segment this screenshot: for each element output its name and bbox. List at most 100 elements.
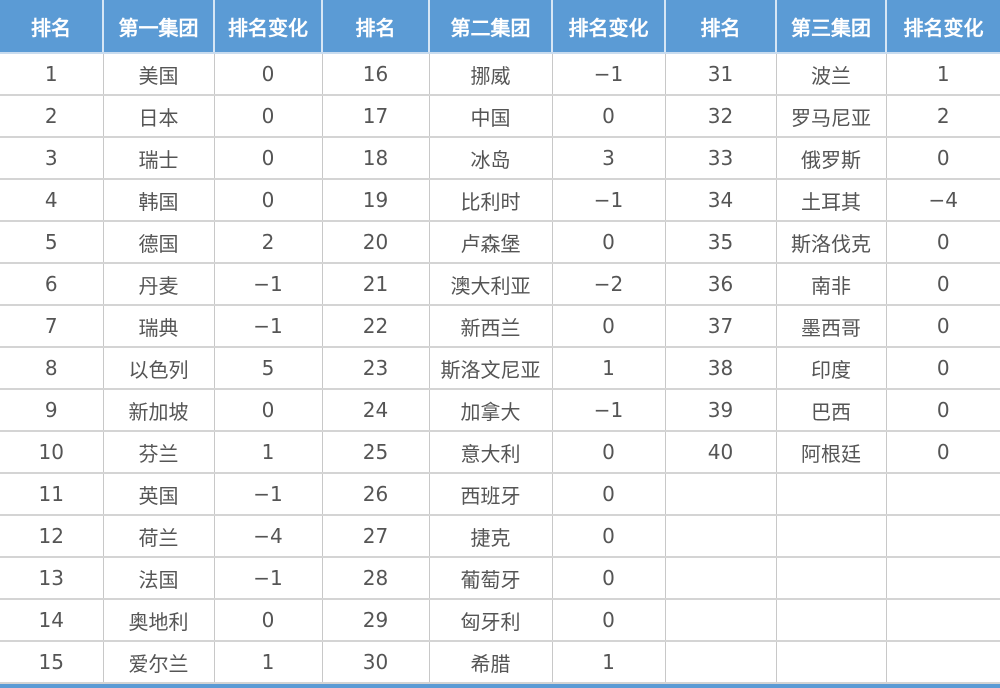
table-cell: 11	[0, 473, 103, 516]
column-header: 排名变化	[213, 0, 322, 54]
table-cell: 斯洛伐克	[775, 221, 886, 264]
table-cell: 葡萄牙	[428, 557, 552, 600]
table-cell	[775, 473, 886, 516]
table-cell: 匈牙利	[428, 599, 552, 642]
table-row: 8 以色列 5 23 斯洛文尼亚 1 38 印度 0	[0, 347, 1000, 390]
table-cell: 0	[551, 221, 665, 264]
table-cell: 0	[213, 179, 322, 222]
table-cell: 0	[885, 389, 1000, 432]
table-cell: 挪威	[428, 53, 552, 96]
table-cell: 5	[0, 221, 103, 264]
column-header: 排名	[664, 0, 776, 54]
table-row: 11 英国 −1 26 西班牙 0	[0, 473, 1000, 516]
table-cell: 奥地利	[102, 599, 214, 642]
table-cell: 意大利	[428, 431, 552, 474]
table-cell: 36	[664, 263, 776, 306]
table-cell	[775, 641, 886, 684]
table-cell: 37	[664, 305, 776, 348]
table-cell: −1	[213, 263, 322, 306]
table-cell: 33	[664, 137, 776, 180]
table-row: 1 美国 0 16 挪威 −1 31 波兰 1	[0, 53, 1000, 96]
table-cell: 0	[885, 347, 1000, 390]
table-cell: 17	[321, 95, 429, 138]
table-cell: 0	[551, 473, 665, 516]
table-cell: 0	[885, 137, 1000, 180]
table-cell: −1	[213, 557, 322, 600]
table-cell	[664, 515, 776, 558]
table-cell: 1	[213, 431, 322, 474]
table-cell: 13	[0, 557, 103, 600]
table-row: 7 瑞典 −1 22 新西兰 0 37 墨西哥 0	[0, 305, 1000, 348]
table-cell: 荷兰	[102, 515, 214, 558]
table-cell: 8	[0, 347, 103, 390]
table-cell: 15	[0, 641, 103, 684]
table-row: 3 瑞士 0 18 冰岛 3 33 俄罗斯 0	[0, 137, 1000, 180]
table-cell: 0	[213, 53, 322, 96]
table-cell: 35	[664, 221, 776, 264]
table-cell: 新加坡	[102, 389, 214, 432]
column-header: 第二集团	[428, 0, 552, 54]
table-cell: 2	[213, 221, 322, 264]
table-cell: 0	[213, 137, 322, 180]
table-cell: 30	[321, 641, 429, 684]
table-cell	[775, 599, 886, 642]
table-cell: 0	[551, 431, 665, 474]
table-cell: 3	[0, 137, 103, 180]
table-cell: 26	[321, 473, 429, 516]
table-cell: 27	[321, 515, 429, 558]
table-cell	[664, 599, 776, 642]
table-cell: 1	[885, 53, 1000, 96]
column-header: 排名	[0, 0, 103, 54]
table-cell: 日本	[102, 95, 214, 138]
table-cell: 0	[885, 263, 1000, 306]
table-row: 6 丹麦 −1 21 澳大利亚 −2 36 南非 0	[0, 263, 1000, 306]
table-cell: 29	[321, 599, 429, 642]
table-cell: 14	[0, 599, 103, 642]
table-cell: 31	[664, 53, 776, 96]
table-cell: 波兰	[775, 53, 886, 96]
table-cell: 38	[664, 347, 776, 390]
table-cell: 23	[321, 347, 429, 390]
table-cell: 芬兰	[102, 431, 214, 474]
table-cell: −2	[551, 263, 665, 306]
table-cell: 2	[885, 95, 1000, 138]
table-cell: 3	[551, 137, 665, 180]
column-header: 第三集团	[775, 0, 886, 54]
table-cell: 0	[885, 431, 1000, 474]
table-cell: 1	[213, 641, 322, 684]
table-cell: 英国	[102, 473, 214, 516]
table-cell: 1	[551, 641, 665, 684]
table-cell: −1	[551, 179, 665, 222]
table-cell: 西班牙	[428, 473, 552, 516]
table-cell: 德国	[102, 221, 214, 264]
table-cell: 24	[321, 389, 429, 432]
table-cell	[664, 557, 776, 600]
table-cell: 32	[664, 95, 776, 138]
table-cell: 7	[0, 305, 103, 348]
table-row: 15 爱尔兰 1 30 希腊 1	[0, 641, 1000, 684]
table-cell: 瑞士	[102, 137, 214, 180]
table-cell: 韩国	[102, 179, 214, 222]
table-cell: 40	[664, 431, 776, 474]
table-cell: 12	[0, 515, 103, 558]
table-row: 14 奥地利 0 29 匈牙利 0	[0, 599, 1000, 642]
table-cell: 9	[0, 389, 103, 432]
table-cell	[664, 473, 776, 516]
table-cell: 0	[213, 389, 322, 432]
table-cell: 以色列	[102, 347, 214, 390]
table-cell: 美国	[102, 53, 214, 96]
table-cell: −4	[885, 179, 1000, 222]
table-cell: −1	[551, 389, 665, 432]
table-cell: −1	[213, 305, 322, 348]
table-cell: 中国	[428, 95, 552, 138]
table-cell: 加拿大	[428, 389, 552, 432]
table-cell: 阿根廷	[775, 431, 886, 474]
table-bottom-bar	[0, 684, 1000, 688]
table-row: 2 日本 0 17 中国 0 32 罗马尼亚 2	[0, 95, 1000, 138]
table-cell: 0	[551, 95, 665, 138]
table-cell: 25	[321, 431, 429, 474]
table-cell: 16	[321, 53, 429, 96]
table-cell	[775, 515, 886, 558]
table-row: 9 新加坡 0 24 加拿大 −1 39 巴西 0	[0, 389, 1000, 432]
